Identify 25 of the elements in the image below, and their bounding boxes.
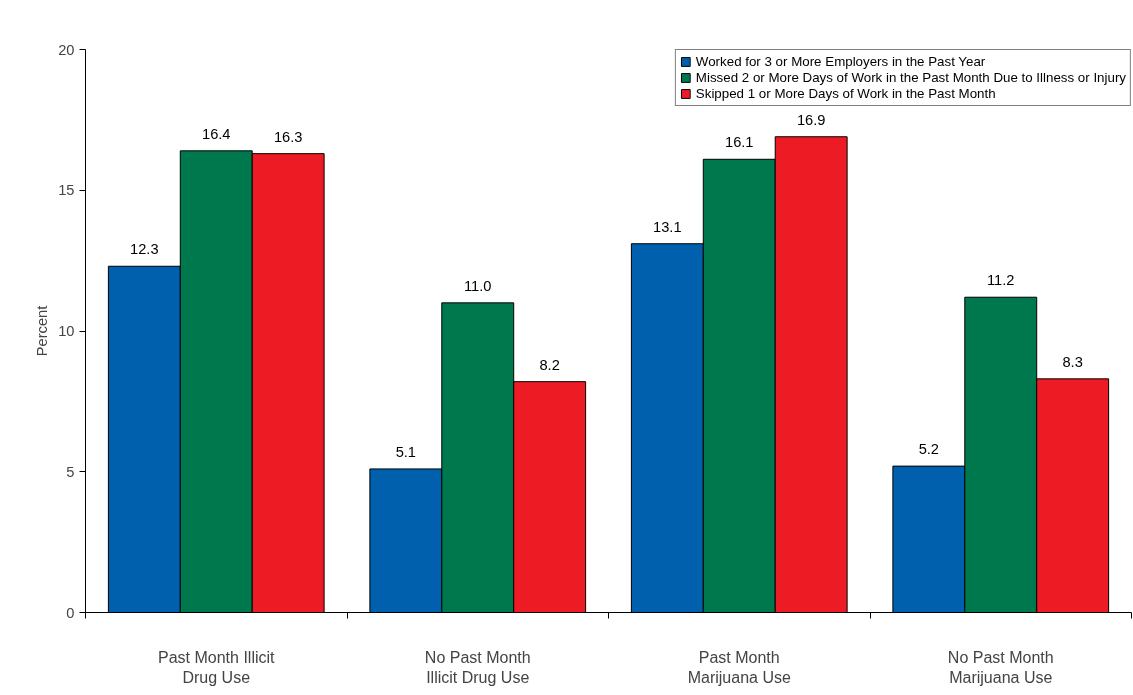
data-label: 8.3 xyxy=(1062,353,1083,370)
data-label: 11.2 xyxy=(987,272,1015,289)
data-label: 16.9 xyxy=(796,111,826,128)
data-label: 13.1 xyxy=(653,218,682,235)
y-axis-title: Percent xyxy=(34,305,51,357)
y-tick-label: 10 xyxy=(58,323,75,339)
data-label: 12.3 xyxy=(130,241,159,258)
data-label: 16.1 xyxy=(724,134,754,151)
x-tick-label: No Past Month Marijuana Use xyxy=(947,648,1054,686)
x-tick-label: Past Month Marijuana Use xyxy=(687,648,791,686)
legend-label: Skipped 1 or More Days of Work in the Past Month xyxy=(695,86,996,101)
data-label: 5.2 xyxy=(918,441,940,458)
legend-label: Missed 2 or More Days of Work in the Past Month Due to Illness or Injury xyxy=(695,70,1126,85)
y-tick-label: 0 xyxy=(66,604,75,621)
data-label: 8.2 xyxy=(539,356,560,373)
y-tick-label: 20 xyxy=(58,41,75,58)
y-tick-label: 15 xyxy=(58,182,75,199)
x-tick-label: No Past Month Illicit Drug Use xyxy=(424,648,531,686)
legend-label: Worked for 3 or More Employers in the Past Year xyxy=(695,54,986,69)
data-label: 16.3 xyxy=(273,128,303,145)
y-tick-label: 5 xyxy=(66,463,75,480)
data-label: 16.4 xyxy=(201,125,231,142)
data-label: 5.1 xyxy=(395,443,417,460)
x-tick-label: Past Month Illicit Drug Use xyxy=(158,648,276,686)
data-label: 11.0 xyxy=(464,277,492,294)
